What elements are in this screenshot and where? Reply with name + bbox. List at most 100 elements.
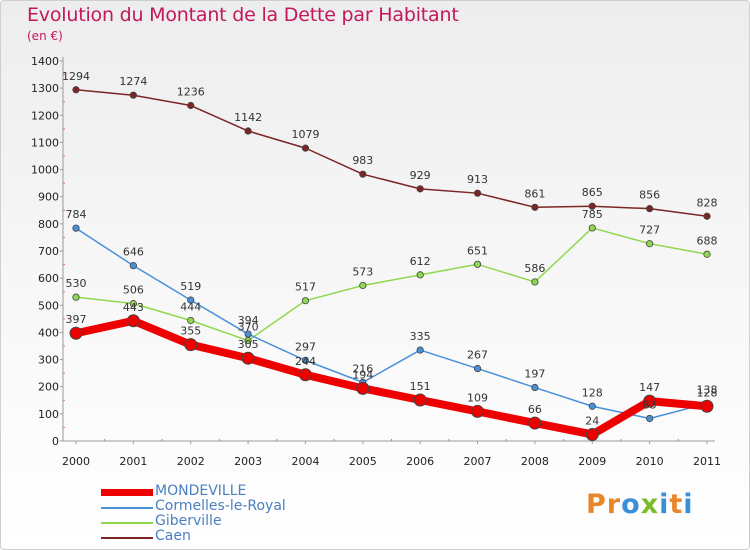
data-label-caen: 1236 bbox=[177, 86, 205, 99]
legend-label-caen: Caen bbox=[155, 528, 191, 544]
logo-letter: i bbox=[659, 489, 670, 520]
data-label-mondeville: 443 bbox=[123, 301, 144, 314]
y-tick-label: 1400 bbox=[31, 55, 59, 68]
data-point-giberville bbox=[646, 240, 654, 248]
data-point-caen bbox=[703, 212, 711, 220]
y-tick-label: 600 bbox=[38, 272, 59, 285]
data-label-caen: 1274 bbox=[119, 75, 147, 88]
data-label-cormelles-le-royal: 784 bbox=[66, 208, 87, 221]
y-tick-label: 400 bbox=[38, 326, 59, 339]
x-tick-label: 2011 bbox=[693, 455, 721, 468]
data-point-mondeville bbox=[184, 338, 198, 352]
data-point-caen bbox=[301, 144, 310, 152]
y-tick-label: 1100 bbox=[31, 136, 59, 149]
data-label-caen: 1294 bbox=[62, 70, 90, 83]
legend-item-caen: Caen bbox=[101, 528, 361, 545]
data-label-cormelles-le-royal: 394 bbox=[238, 314, 259, 327]
data-point-caen bbox=[72, 86, 80, 94]
data-point-giberville bbox=[473, 260, 482, 268]
data-label-caen: 913 bbox=[467, 173, 488, 186]
data-labels: 397 443 355 305 244 194 151 109 66 24 147 128 784 646… bbox=[62, 70, 718, 428]
data-label-giberville: 517 bbox=[295, 281, 316, 294]
data-point-caen bbox=[187, 101, 195, 110]
logo-letter: x bbox=[640, 489, 660, 520]
data-point-caen bbox=[244, 127, 252, 135]
data-point-cormelles-le-royal bbox=[244, 330, 252, 338]
data-label-cormelles-le-royal: 267 bbox=[467, 349, 488, 362]
x-tick-label: 2008 bbox=[521, 455, 549, 468]
data-point-mondeville bbox=[126, 314, 140, 328]
x-tick-label: 2005 bbox=[349, 455, 377, 468]
legend-item-cormelles: Cormelles-le-Royal bbox=[101, 498, 361, 515]
data-point-cormelles-le-royal bbox=[187, 296, 195, 304]
legend-item-mondeville: MONDEVILLE bbox=[101, 483, 361, 500]
data-point-mondeville bbox=[471, 404, 485, 418]
data-label-caen: 856 bbox=[639, 189, 660, 202]
data-label-mondeville: 305 bbox=[238, 338, 259, 351]
data-label-caen: 865 bbox=[582, 186, 603, 199]
data-label-caen: 1079 bbox=[291, 128, 319, 141]
data-point-cormelles-le-royal bbox=[531, 383, 539, 392]
data-label-mondeville: 194 bbox=[352, 368, 373, 381]
series-line-caen bbox=[75, 89, 708, 218]
chart-unit: (en €) bbox=[27, 29, 63, 43]
data-label-cormelles-le-royal: 83 bbox=[643, 398, 657, 411]
legend-swatch-giberville bbox=[101, 522, 153, 524]
data-label-cormelles-le-royal: 128 bbox=[582, 386, 603, 399]
data-label-cormelles-le-royal: 335 bbox=[410, 330, 431, 343]
data-point-mondeville bbox=[585, 427, 599, 441]
data-label-mondeville: 151 bbox=[410, 380, 431, 393]
legend-swatch-mondeville bbox=[101, 489, 153, 496]
logo-letter: o bbox=[621, 489, 641, 520]
data-point-giberville bbox=[187, 316, 195, 325]
data-point-giberville bbox=[129, 300, 137, 308]
data-point-caen bbox=[473, 189, 482, 197]
proxiti-logo: Proxiti bbox=[586, 489, 694, 520]
data-point-caen bbox=[588, 202, 596, 210]
logo-letter: t bbox=[669, 489, 684, 520]
data-point-giberville bbox=[301, 297, 310, 305]
data-point-mondeville bbox=[356, 381, 370, 395]
y-tick-label: 100 bbox=[38, 408, 59, 421]
data-point-caen bbox=[416, 185, 424, 193]
data-point-caen bbox=[129, 91, 137, 99]
data-label-giberville: 651 bbox=[467, 244, 488, 257]
data-label-giberville: 444 bbox=[180, 300, 201, 313]
axes: 0 100 200 300 400 500 600 700 800 900 1000 1100 1200… bbox=[31, 55, 721, 468]
legend-swatch-cormelles bbox=[101, 507, 153, 509]
data-label-cormelles-le-royal: 197 bbox=[524, 368, 545, 381]
data-point-mondeville bbox=[528, 416, 542, 430]
y-tick-label: 1300 bbox=[31, 82, 59, 95]
logo-letter: i bbox=[683, 489, 694, 520]
legend-label-cormelles: Cormelles-le-Royal bbox=[155, 498, 286, 514]
data-point-caen bbox=[646, 205, 654, 213]
data-point-giberville bbox=[703, 250, 711, 258]
y-tick-label: 800 bbox=[38, 218, 59, 231]
data-label-giberville: 530 bbox=[66, 277, 87, 290]
x-tick-label: 2010 bbox=[636, 455, 664, 468]
legend: MONDEVILLE Cormelles-le-Royal Giberville… bbox=[101, 483, 361, 545]
y-tick-label: 900 bbox=[38, 191, 59, 204]
y-tick-label: 200 bbox=[38, 381, 59, 394]
x-tick-label: 2006 bbox=[406, 455, 434, 468]
data-label-giberville: 573 bbox=[352, 265, 373, 278]
data-label-mondeville: 244 bbox=[295, 355, 316, 368]
data-label-caen: 1142 bbox=[234, 111, 262, 124]
data-point-cormelles-le-royal bbox=[646, 414, 654, 423]
x-tick-label: 2004 bbox=[291, 455, 319, 468]
data-point-caen bbox=[531, 203, 539, 211]
y-tick-label: 700 bbox=[38, 245, 59, 258]
data-point-mondeville bbox=[241, 351, 255, 365]
data-point-giberville bbox=[531, 278, 539, 286]
x-tick-label: 2003 bbox=[234, 455, 262, 468]
legend-label-giberville: Giberville bbox=[155, 513, 222, 529]
data-label-giberville: 688 bbox=[697, 234, 718, 247]
data-label-caen: 983 bbox=[352, 154, 373, 167]
legend-label-mondeville: MONDEVILLE bbox=[155, 483, 247, 499]
data-label-mondeville: 147 bbox=[639, 381, 660, 394]
logo-letter: r bbox=[606, 489, 622, 520]
data-point-mondeville bbox=[700, 399, 714, 413]
data-label-caen: 861 bbox=[524, 187, 545, 200]
data-point-mondeville bbox=[69, 326, 83, 340]
